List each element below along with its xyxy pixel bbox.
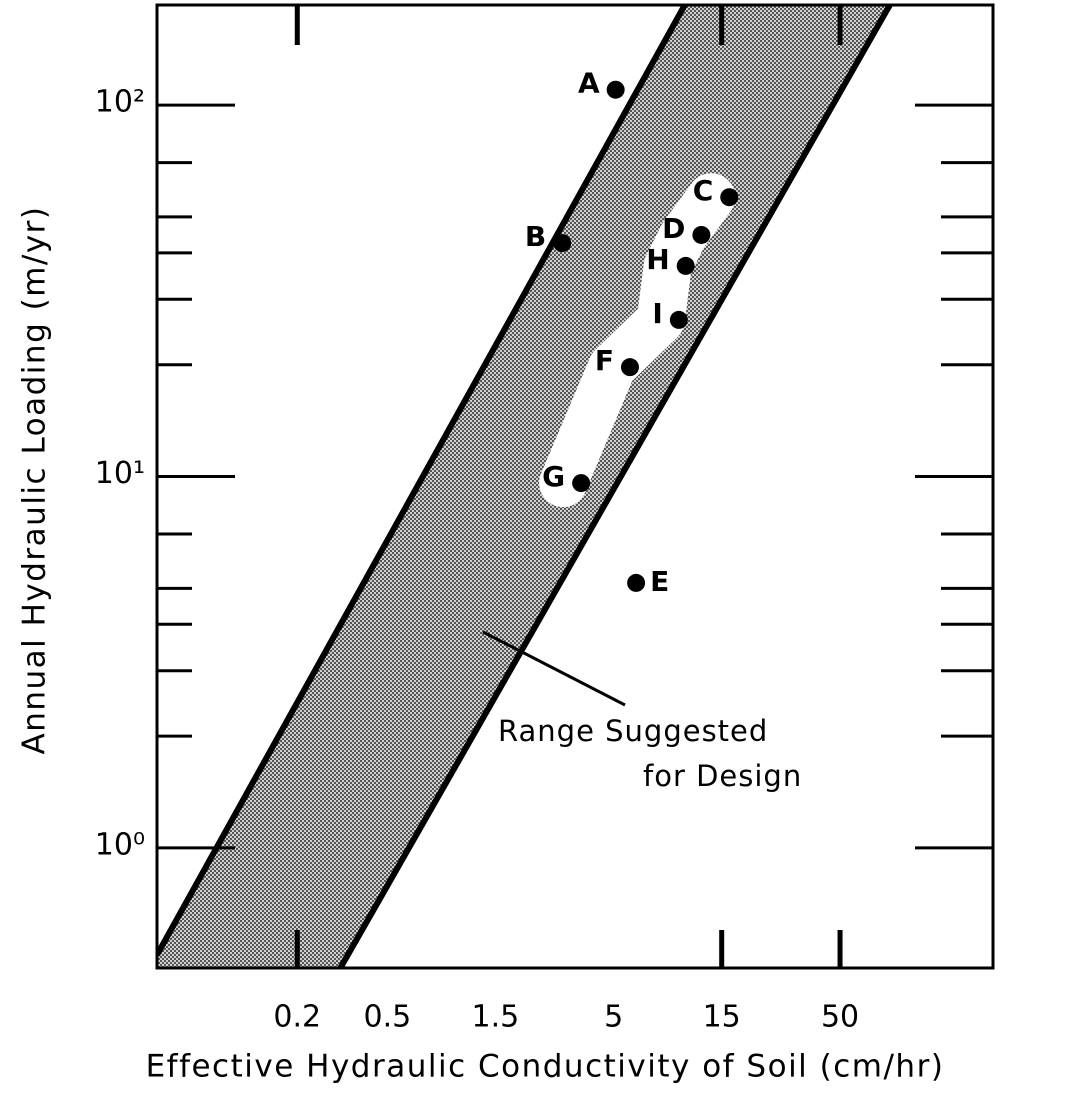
plot-area <box>157 5 893 968</box>
data-point <box>720 188 739 207</box>
x-tick-label: 15 <box>703 1000 741 1035</box>
data-point <box>627 573 646 592</box>
annotation-pointer <box>482 630 626 707</box>
y-tick-label: 10⁰ <box>95 827 145 862</box>
data-point <box>692 225 711 244</box>
band-edge <box>157 5 688 957</box>
data-point <box>553 234 572 253</box>
x-axis-label: Effective Hydraulic Conductivity of Soil… <box>146 1049 945 1085</box>
point-label: A <box>578 67 600 100</box>
design-band <box>157 5 890 968</box>
data-point <box>669 310 688 329</box>
data-point <box>620 358 639 377</box>
point-label: F <box>595 344 614 377</box>
point-label: C <box>693 174 714 207</box>
point-label: B <box>525 220 546 253</box>
x-tick-label: 0.5 <box>363 1000 411 1035</box>
data-point <box>676 256 695 275</box>
y-tick-label: 10¹ <box>95 456 145 491</box>
annotation: Range Suggested <box>498 714 768 748</box>
point-label: H <box>646 243 669 276</box>
y-tick-label: 10² <box>95 85 145 120</box>
data-point <box>606 80 625 99</box>
data-point <box>572 474 591 493</box>
point-label: E <box>650 565 669 598</box>
x-tick-label: 50 <box>821 1000 859 1035</box>
plot-frame <box>155 3 995 970</box>
halo <box>539 173 736 508</box>
annotation: for Design <box>643 759 802 793</box>
band-edge <box>337 5 893 968</box>
x-tick-label: 0.2 <box>273 1000 321 1035</box>
point-label: I <box>652 297 662 330</box>
point-label: G <box>542 460 565 493</box>
x-tick-label: 1.5 <box>471 1000 519 1035</box>
y-axis-label: Annual Hydraulic Loading (m/yr) <box>17 205 53 754</box>
x-tick-label: 5 <box>604 1000 623 1035</box>
point-label: D <box>662 212 685 245</box>
